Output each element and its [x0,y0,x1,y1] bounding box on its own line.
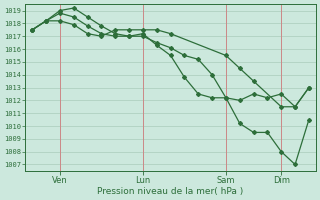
X-axis label: Pression niveau de la mer( hPa ): Pression niveau de la mer( hPa ) [98,187,244,196]
